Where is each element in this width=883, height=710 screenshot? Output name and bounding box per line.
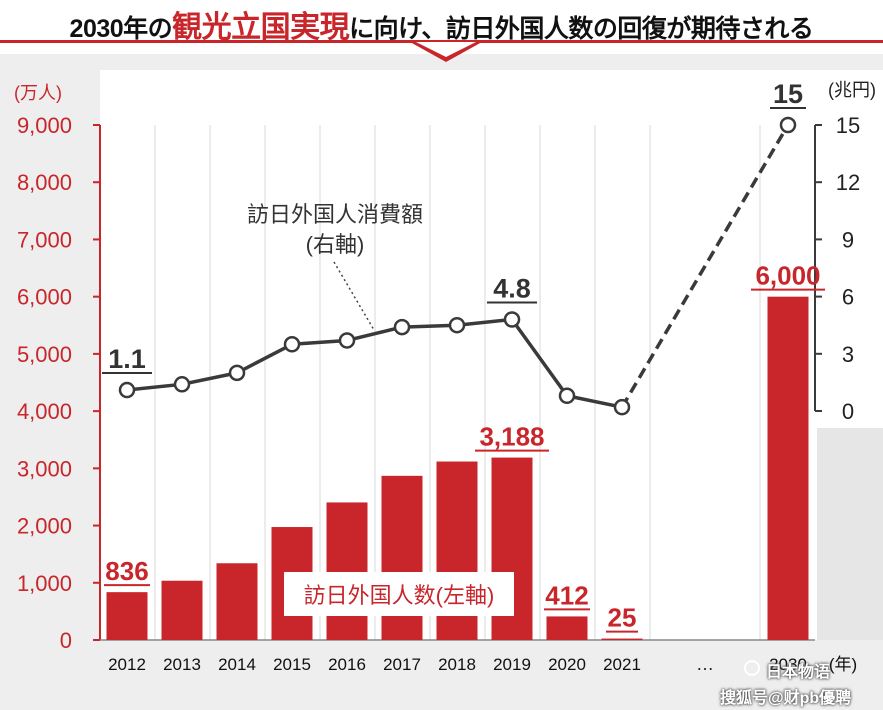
left-axis-tick-label: 5,000 [17,342,72,367]
line-spending-point [173,376,191,393]
left-axis-tick-label: 2,000 [17,514,72,539]
left-axis-unit: (万人) [14,83,62,103]
header-rule [0,40,883,43]
x-axis-tick-label: 2020 [548,655,586,674]
x-axis-tick-label: 2019 [493,655,531,674]
x-axis-tick-label: 2016 [328,655,366,674]
right-axis-tick-label: 6 [842,285,854,310]
left-axis-tick-label: 3,000 [17,456,72,481]
bar-visitors [546,616,588,640]
bar-visitors [601,638,643,640]
x-axis-tick-label: 2030 [769,655,807,674]
left-axis-tick-label: 1,000 [17,571,72,596]
line-spending-point [503,311,521,328]
line-spending-point [338,332,356,349]
left-axis-tick-label: 0 [60,628,72,653]
bar-series-legend: 訪日外国人数(左軸) [304,583,495,608]
bar-data-label: 412 [545,580,588,610]
line-spending-point [448,316,466,334]
x-axis-gap-marker: … [696,654,714,674]
x-axis-unit: (年) [829,655,857,674]
watermark-line2: 搜狐号@财pb優聘 [720,690,852,707]
left-axis-tick-label: 9,000 [17,113,72,138]
line-data-label: 15 [773,79,803,109]
bar-visitors [767,296,809,640]
line-series-leader [333,261,375,331]
left-axis-tick-label: 7,000 [17,227,72,252]
title-suffix: に向け、訪日外国人数の回復が期待される [349,15,814,43]
right-axis-tick-label: 0 [842,399,854,424]
bar-data-label: 6,000 [755,261,820,291]
line-spending-point [228,364,246,382]
x-axis-tick-label: 2017 [383,655,421,674]
bar-visitors [106,592,148,640]
x-axis-tick-label: 2012 [108,655,146,674]
bar-data-label: 836 [105,556,148,586]
right-axis-band [817,428,883,640]
line-spending-point [779,116,797,134]
line-spending-point [558,387,576,404]
bar-data-label: 3,188 [479,422,544,452]
header-notch-inner [416,42,476,57]
bar-visitors [216,563,258,640]
line-data-label: 1.1 [108,344,146,374]
page-title: 2030年の観光立国実現に向け、訪日外国人数の回復が期待される [0,2,883,46]
left-axis-tick-label: 4,000 [17,399,72,424]
line-spending-point [118,381,136,399]
line-spending-dashed [620,124,790,409]
bar-series-legend-box [284,572,514,616]
bar-visitors [161,580,203,640]
x-axis-tick-label: 2018 [438,655,476,674]
title-highlight: 観光立国実現 [172,11,350,44]
x-axis-tick-label: 2021 [603,655,641,674]
line-spending-point [613,398,631,416]
line-data-label: 4.8 [493,273,531,303]
left-axis-tick-label: 8,000 [17,170,72,195]
bar-visitors [326,502,368,640]
title-prefix: 2030年の [69,15,173,43]
right-axis-tick-label: 15 [836,113,860,138]
line-spending-point [393,318,411,336]
x-axis-tick-label: 2014 [218,655,256,674]
left-axis-tick-label: 6,000 [17,285,72,310]
x-axis-tick-label: 2013 [163,655,201,674]
line-series-legend-axis: (右軸) [306,232,365,257]
line-spending-point [283,336,301,353]
x-axis-tick-label: 2015 [273,655,311,674]
watermark-icon [744,660,760,676]
line-series-legend: 訪日外国人消費額 [247,202,423,227]
right-axis-unit: (兆円) [828,80,876,100]
right-axis-tick-label: 9 [842,227,854,252]
right-axis-tick-label: 12 [836,170,860,195]
bar-data-label: 25 [608,603,637,633]
line-spending-solid [126,317,623,409]
right-axis-tick-label: 3 [842,342,854,367]
watermark-line1: 日本物语 [766,664,831,681]
